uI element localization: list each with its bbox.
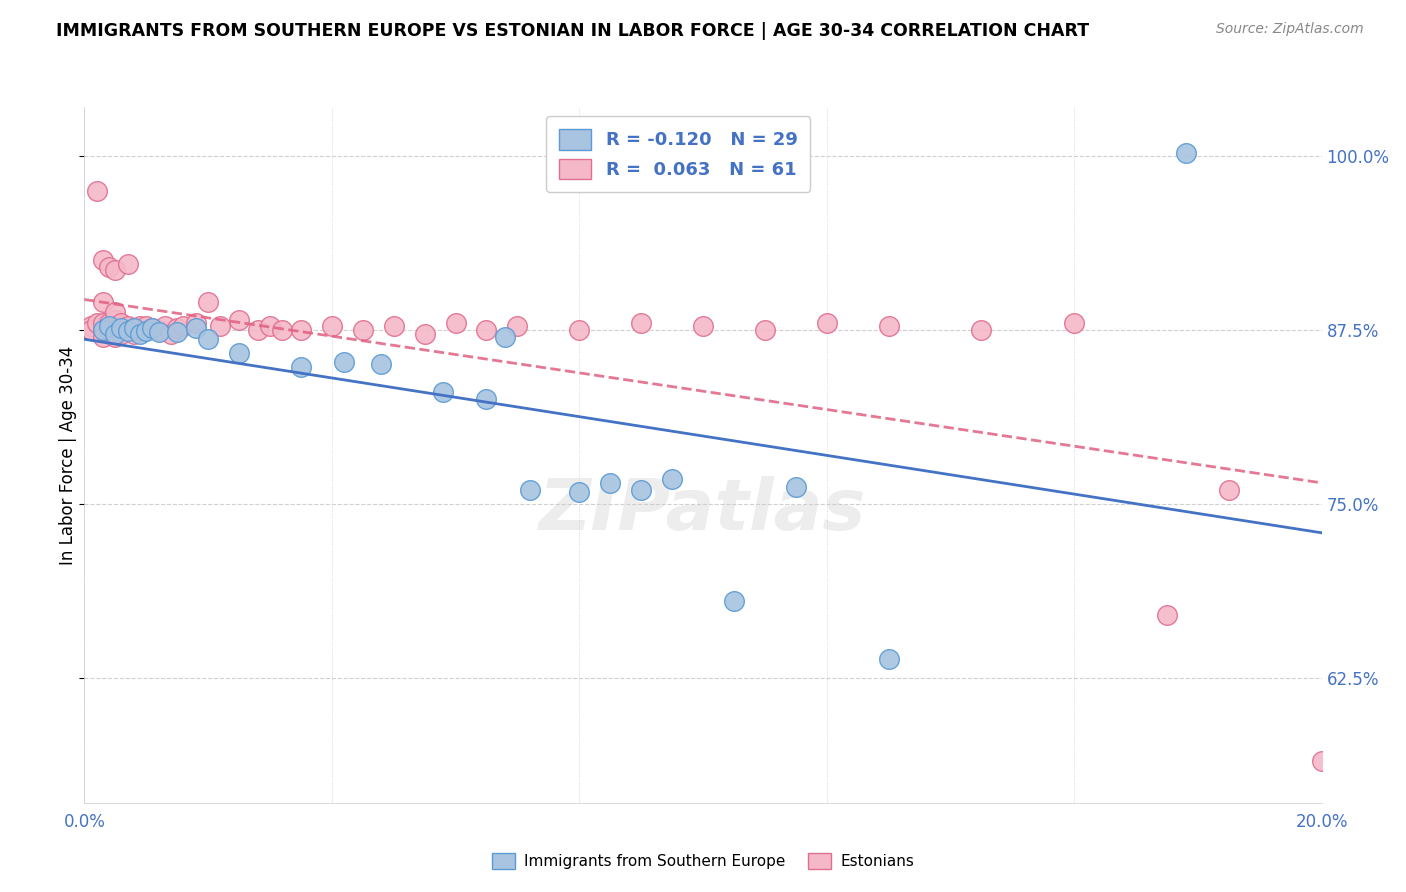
- Point: [104, 318, 127, 333]
- Point: [970, 323, 993, 337]
- Point: [184, 316, 207, 330]
- Point: [1156, 607, 1178, 622]
- Point: [197, 333, 219, 347]
- Point: [877, 652, 900, 666]
- Point: [166, 321, 188, 335]
- Point: [444, 316, 467, 330]
- Point: [475, 323, 498, 337]
- Point: [785, 480, 807, 494]
- Point: [754, 323, 776, 337]
- Point: [117, 324, 139, 338]
- Point: [1310, 754, 1333, 768]
- Point: [91, 329, 114, 343]
- Point: [104, 304, 127, 318]
- Point: [333, 354, 356, 368]
- Point: [98, 318, 121, 333]
- Point: [129, 323, 152, 337]
- Point: [1218, 483, 1240, 497]
- Point: [209, 318, 232, 333]
- Point: [568, 323, 591, 337]
- Point: [98, 260, 121, 274]
- Point: [135, 323, 157, 337]
- Point: [228, 346, 250, 360]
- Point: [110, 318, 132, 333]
- Point: [141, 321, 163, 335]
- Point: [692, 318, 714, 333]
- Point: [352, 323, 374, 337]
- Point: [475, 392, 498, 407]
- Point: [79, 323, 101, 337]
- Point: [104, 263, 127, 277]
- Point: [141, 321, 163, 335]
- Point: [117, 318, 139, 333]
- Point: [630, 483, 652, 497]
- Point: [599, 475, 621, 490]
- Point: [91, 323, 114, 337]
- Point: [321, 318, 343, 333]
- Point: [117, 323, 139, 337]
- Y-axis label: In Labor Force | Age 30-34: In Labor Force | Age 30-34: [59, 345, 77, 565]
- Point: [135, 318, 157, 333]
- Point: [110, 326, 132, 341]
- Point: [86, 184, 108, 198]
- Point: [228, 313, 250, 327]
- Point: [723, 594, 745, 608]
- Point: [129, 318, 152, 333]
- Point: [86, 316, 108, 330]
- Point: [153, 318, 176, 333]
- Point: [519, 483, 541, 497]
- Point: [290, 360, 312, 375]
- Point: [98, 316, 121, 330]
- Point: [246, 323, 269, 337]
- Point: [135, 324, 157, 338]
- Point: [79, 318, 101, 333]
- Point: [122, 321, 145, 335]
- Point: [110, 321, 132, 335]
- Point: [148, 323, 170, 337]
- Point: [91, 316, 114, 330]
- Point: [506, 318, 529, 333]
- Point: [877, 318, 900, 333]
- Text: ZIPatlas: ZIPatlas: [540, 476, 866, 545]
- Point: [98, 323, 121, 337]
- Point: [91, 323, 114, 337]
- Point: [104, 329, 127, 343]
- Point: [122, 326, 145, 341]
- Point: [129, 326, 152, 341]
- Point: [91, 253, 114, 268]
- Point: [290, 323, 312, 337]
- Point: [494, 329, 516, 343]
- Point: [117, 257, 139, 271]
- Point: [122, 321, 145, 335]
- Point: [172, 318, 194, 333]
- Point: [1174, 145, 1197, 160]
- Point: [197, 294, 219, 309]
- Point: [148, 326, 170, 340]
- Legend: Immigrants from Southern Europe, Estonians: Immigrants from Southern Europe, Estonia…: [485, 847, 921, 875]
- Point: [91, 294, 114, 309]
- Text: IMMIGRANTS FROM SOUTHERN EUROPE VS ESTONIAN IN LABOR FORCE | AGE 30-34 CORRELATI: IMMIGRANTS FROM SOUTHERN EUROPE VS ESTON…: [56, 22, 1090, 40]
- Point: [568, 485, 591, 500]
- Point: [815, 316, 838, 330]
- Legend: R = -0.120   N = 29, R =  0.063   N = 61: R = -0.120 N = 29, R = 0.063 N = 61: [546, 116, 810, 192]
- Point: [184, 321, 207, 335]
- Point: [382, 318, 405, 333]
- Point: [104, 326, 127, 341]
- Point: [1063, 316, 1085, 330]
- Point: [160, 326, 183, 341]
- Point: [259, 318, 281, 333]
- Point: [166, 326, 188, 340]
- Point: [413, 326, 436, 341]
- Point: [110, 316, 132, 330]
- Point: [370, 358, 392, 372]
- Point: [661, 472, 683, 486]
- Point: [432, 385, 454, 400]
- Text: Source: ZipAtlas.com: Source: ZipAtlas.com: [1216, 22, 1364, 37]
- Point: [104, 313, 127, 327]
- Point: [630, 316, 652, 330]
- Point: [271, 323, 294, 337]
